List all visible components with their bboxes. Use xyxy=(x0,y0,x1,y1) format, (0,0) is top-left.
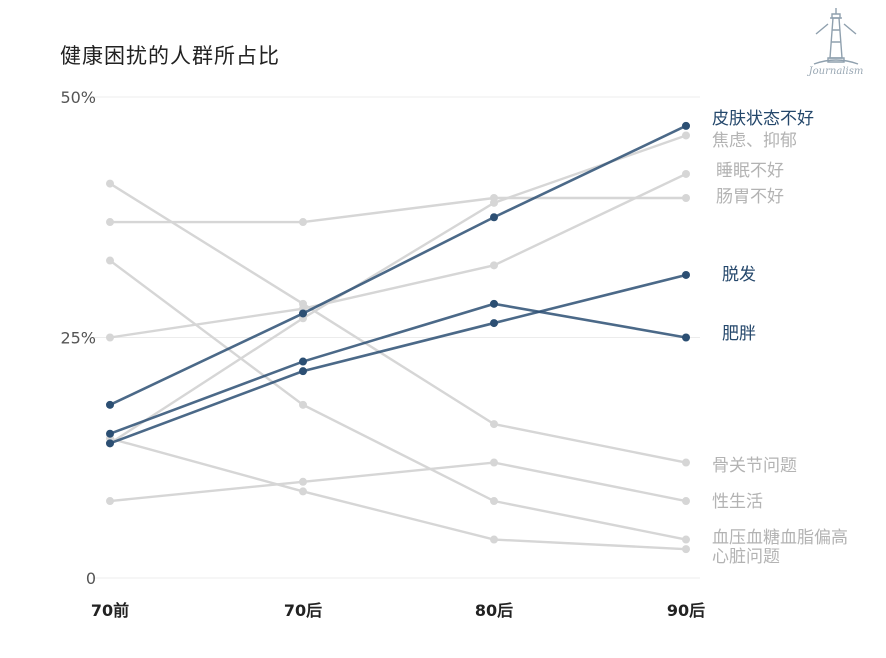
series-line xyxy=(109,124,687,407)
series-line xyxy=(109,134,687,445)
data-point xyxy=(490,497,498,506)
data-point xyxy=(490,535,498,544)
data-point xyxy=(682,545,690,554)
series-line xyxy=(109,259,687,541)
data-point xyxy=(490,261,498,270)
x-tick-label: 90后 xyxy=(667,601,705,620)
series-line xyxy=(109,437,687,551)
x-tick-label: 70前 xyxy=(91,601,129,620)
data-point xyxy=(682,270,690,279)
data-point xyxy=(106,439,114,448)
series-label: 肠胃不好 xyxy=(716,187,784,207)
data-point xyxy=(106,333,114,342)
data-point xyxy=(106,256,114,265)
data-point xyxy=(299,299,307,308)
data-point xyxy=(490,213,498,222)
series-label: 焦虑、抑郁 xyxy=(712,131,797,151)
data-point xyxy=(682,333,690,342)
series-line xyxy=(109,273,687,445)
x-tick-label: 70后 xyxy=(284,601,322,620)
data-point xyxy=(490,458,498,467)
y-tick-label: 0 xyxy=(86,569,96,588)
series-label: 血压血糖血脂偏高 xyxy=(712,528,848,548)
data-point xyxy=(682,535,690,544)
data-point xyxy=(682,169,690,178)
data-point xyxy=(682,121,690,130)
data-point xyxy=(490,194,498,203)
chart-title: 健康困扰的人群所占比 xyxy=(60,44,280,68)
data-point xyxy=(490,299,498,308)
data-point xyxy=(299,487,307,496)
data-point xyxy=(682,131,690,140)
y-tick-label: 50% xyxy=(60,88,96,107)
data-point xyxy=(106,218,114,227)
data-point xyxy=(682,194,690,203)
series-label: 皮肤状态不好 xyxy=(712,109,814,129)
data-point xyxy=(682,458,690,467)
series-label: 性生活 xyxy=(712,492,763,512)
data-point xyxy=(106,429,114,438)
data-point xyxy=(106,400,114,409)
data-point xyxy=(299,218,307,227)
series-label: 脱发 xyxy=(722,265,756,285)
data-point xyxy=(490,319,498,328)
series-label: 心脏问题 xyxy=(712,547,780,567)
data-point xyxy=(490,420,498,429)
series-line xyxy=(109,182,687,464)
series-label: 肥胖 xyxy=(722,324,756,344)
data-point xyxy=(106,179,114,188)
data-point xyxy=(299,357,307,366)
x-tick-label: 80后 xyxy=(475,601,513,620)
data-point xyxy=(299,477,307,486)
data-point xyxy=(299,400,307,409)
series-line xyxy=(109,461,687,503)
data-point xyxy=(106,497,114,506)
series-line xyxy=(109,302,687,435)
series-label: 睡眠不好 xyxy=(716,161,784,181)
y-tick-label: 25% xyxy=(60,329,96,348)
data-point xyxy=(682,497,690,506)
data-point xyxy=(299,309,307,318)
series-label: 骨关节问题 xyxy=(712,456,797,476)
series-line xyxy=(110,196,686,224)
series-line xyxy=(109,172,687,339)
lighthouse-logo-icon xyxy=(813,8,859,65)
logo-text: Journalism xyxy=(808,66,864,77)
data-point xyxy=(299,367,307,376)
